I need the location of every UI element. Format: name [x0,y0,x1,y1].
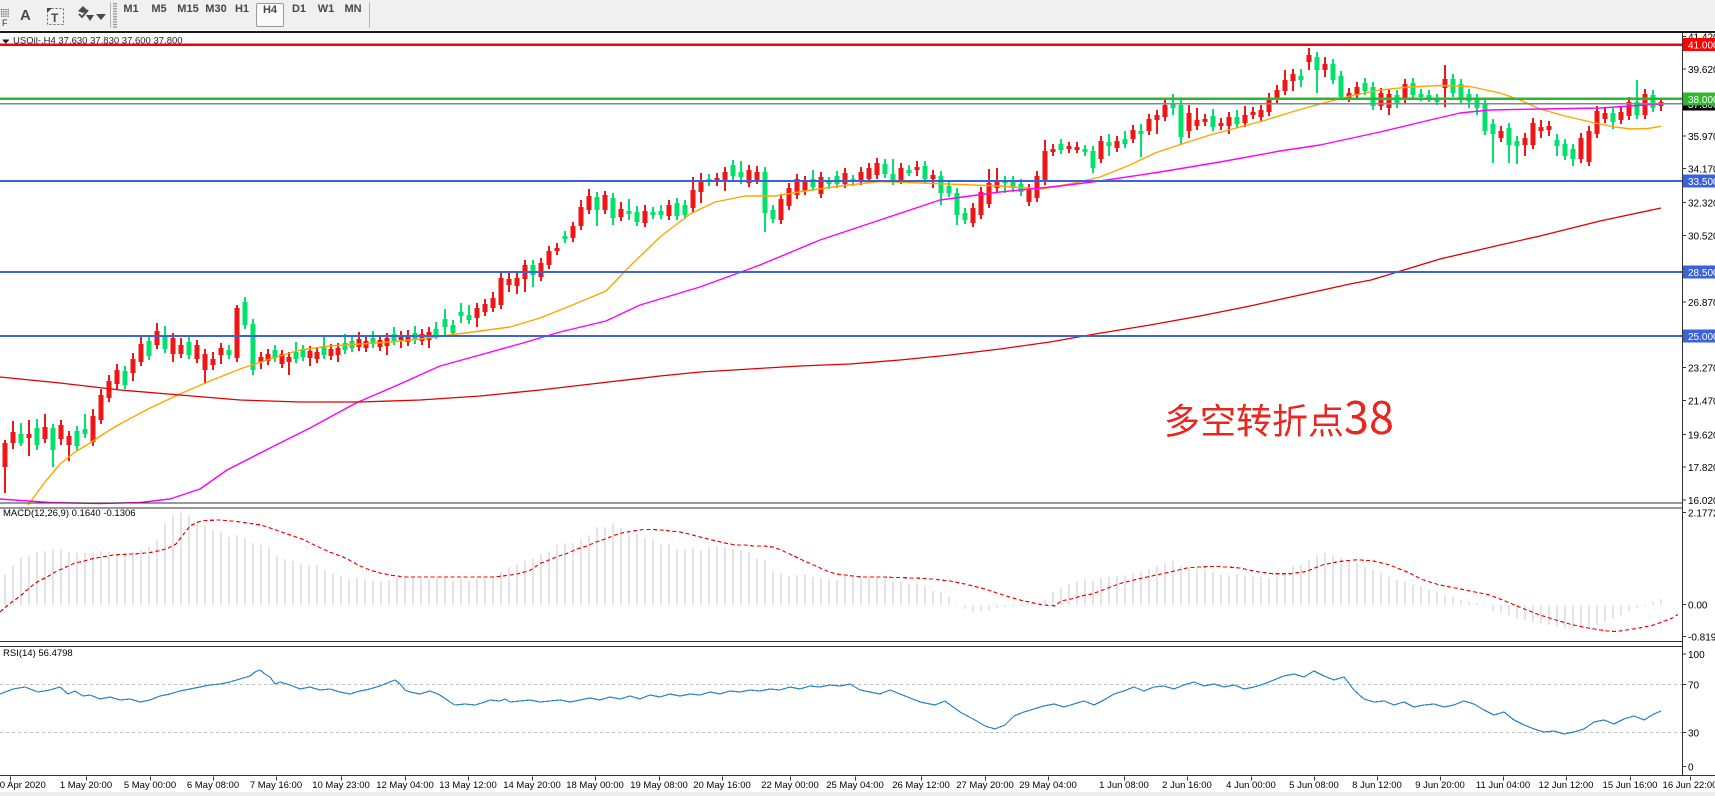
svg-text:16.020: 16.020 [1688,496,1715,507]
svg-text:7 May 16:00: 7 May 16:00 [250,780,302,791]
svg-text:9 Jun 20:00: 9 Jun 20:00 [1415,780,1465,791]
svg-text:16 Jun 22:00: 16 Jun 22:00 [1663,780,1715,791]
svg-text:32.320: 32.320 [1688,199,1715,210]
svg-text:2.1772: 2.1772 [1688,508,1715,519]
svg-text:38.000: 38.000 [1688,95,1715,106]
svg-text:26.870: 26.870 [1688,298,1715,309]
svg-text:19 May 08:00: 19 May 08:00 [630,780,688,791]
svg-text:20 May 16:00: 20 May 16:00 [693,780,751,791]
svg-text:1 May 20:00: 1 May 20:00 [60,780,112,791]
svg-text:5 Jun 08:00: 5 Jun 08:00 [1289,780,1339,791]
svg-text:27 May 20:00: 27 May 20:00 [956,780,1014,791]
svg-text:11 Jun 04:00: 11 Jun 04:00 [1476,780,1530,791]
svg-text:30 Apr 2020: 30 Apr 2020 [0,780,46,791]
svg-text:0: 0 [1688,763,1694,774]
svg-text:41.000: 41.000 [1688,41,1715,52]
svg-text:39.620: 39.620 [1688,65,1715,76]
svg-text:0.00: 0.00 [1688,601,1708,612]
svg-text:35.970: 35.970 [1688,132,1715,143]
svg-text:17.820: 17.820 [1688,463,1715,474]
svg-text:41.420: 41.420 [1688,32,1715,43]
svg-text:2 Jun 16:00: 2 Jun 16:00 [1162,780,1212,791]
svg-text:34.170: 34.170 [1688,165,1715,176]
svg-text:22 May 00:00: 22 May 00:00 [761,780,819,791]
svg-text:30: 30 [1688,729,1700,740]
svg-text:37.800: 37.800 [1688,100,1715,111]
svg-text:8 Jun 12:00: 8 Jun 12:00 [1352,780,1402,791]
svg-text:23.270: 23.270 [1688,364,1715,375]
svg-text:5 May 00:00: 5 May 00:00 [124,780,176,791]
svg-text:USOil-.H4 37.630 37.830 37.60: USOil-.H4 37.630 37.830 37.600 37.800 [13,36,183,47]
svg-text:1 Jun 08:00: 1 Jun 08:00 [1099,780,1149,791]
svg-text:RSI(14) 56.4798: RSI(14) 56.4798 [3,648,73,659]
svg-text:21.470: 21.470 [1688,397,1715,408]
svg-text:10 May 23:00: 10 May 23:00 [312,780,370,791]
svg-text:13 May 12:00: 13 May 12:00 [439,780,497,791]
svg-text:25 May 04:00: 25 May 04:00 [826,780,884,791]
svg-text:29 May 04:00: 29 May 04:00 [1019,780,1077,791]
svg-text:4 Jun 00:00: 4 Jun 00:00 [1226,780,1276,791]
svg-text:70: 70 [1688,681,1700,692]
svg-text:6 May 08:00: 6 May 08:00 [187,780,239,791]
svg-text:18 May 00:00: 18 May 00:00 [566,780,624,791]
svg-text:12 Jun 12:00: 12 Jun 12:00 [1539,780,1594,791]
svg-text:-0.819: -0.819 [1688,632,1715,643]
svg-text:100: 100 [1688,650,1705,661]
svg-text:30.520: 30.520 [1688,231,1715,242]
svg-text:28.500: 28.500 [1688,268,1715,279]
svg-text:MACD(12,26,9) 0.1640 -0.1306: MACD(12,26,9) 0.1640 -0.1306 [3,508,136,519]
svg-text:15 Jun 16:00: 15 Jun 16:00 [1603,780,1658,791]
svg-text:12 May 04:00: 12 May 04:00 [376,780,434,791]
svg-text:33.500: 33.500 [1688,177,1715,188]
svg-text:19.620: 19.620 [1688,430,1715,441]
svg-text:26 May 12:00: 26 May 12:00 [892,780,950,791]
svg-text:14 May 20:00: 14 May 20:00 [503,780,561,791]
svg-text:T: T [51,11,59,25]
svg-text:25.000: 25.000 [1688,332,1715,343]
svg-text:F: F [2,18,8,28]
